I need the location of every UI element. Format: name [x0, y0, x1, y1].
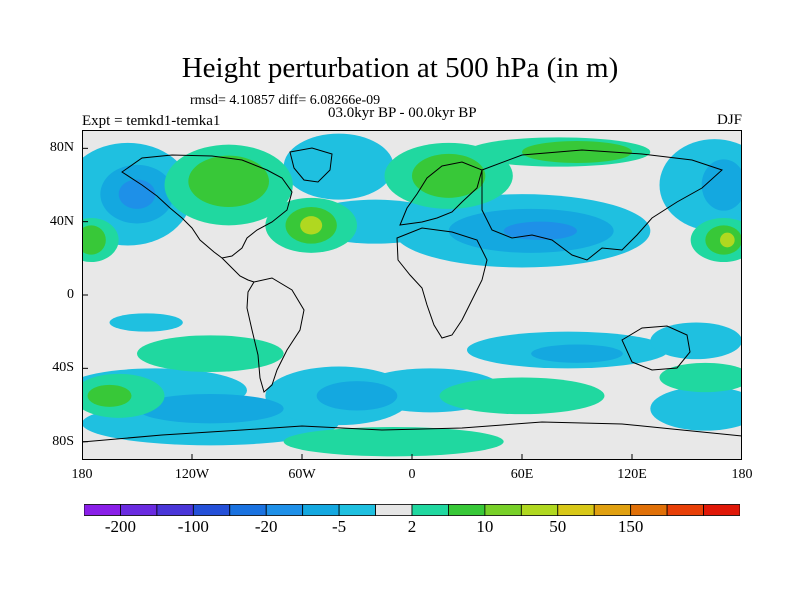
- colorbar-swatch: [630, 504, 668, 516]
- colorbar-label: -200: [104, 517, 137, 536]
- colorbar-swatch: [593, 504, 632, 516]
- negative-anomaly-region: [650, 386, 742, 431]
- colorbar-swatch: [192, 504, 231, 516]
- height-field: [82, 133, 742, 457]
- positive-anomaly-region: [137, 335, 284, 372]
- x-tick-label: 120W: [174, 467, 210, 482]
- x-tick-label: 180: [731, 467, 753, 482]
- colorbar-label: 150: [617, 517, 644, 536]
- y-tick-label: 0: [67, 287, 74, 302]
- negative-anomaly-region: [531, 344, 623, 363]
- colorbar-swatch: [84, 504, 121, 516]
- season-label: DJF: [716, 112, 742, 128]
- x-tick-label: 60E: [510, 467, 534, 482]
- negative-anomaly-region: [118, 179, 156, 209]
- positive-anomaly-region: [720, 232, 735, 248]
- colorbar-swatch: [375, 504, 413, 516]
- positive-anomaly-region: [439, 377, 605, 415]
- y-tick-label: 40S: [52, 360, 74, 376]
- colorbar-swatch: [520, 504, 559, 516]
- period-label: 03.0kyr BP - 00.0kyr BP: [328, 105, 477, 121]
- negative-anomaly-region: [650, 322, 742, 360]
- positive-anomaly-region: [283, 427, 504, 457]
- colorbar-swatch: [448, 504, 486, 516]
- colorbar-swatch: [666, 504, 704, 516]
- colorbar-swatch: [302, 504, 340, 516]
- colorbar-swatch: [229, 504, 267, 516]
- negative-anomaly-region: [137, 394, 284, 424]
- negative-anomaly-region: [701, 159, 742, 211]
- colorbar-label: 10: [476, 517, 494, 536]
- positive-anomaly-region: [522, 141, 632, 163]
- colorbar-label: 2: [407, 517, 417, 536]
- coastlines: [82, 147, 742, 443]
- colorbar-swatch: [411, 504, 449, 516]
- y-tick-label: 40N: [49, 213, 74, 229]
- x-tick-label: 0: [408, 467, 416, 482]
- colorbar-label: -100: [177, 517, 209, 536]
- y-tick-label: 80N: [49, 140, 74, 156]
- x-tick-label: 60W: [288, 467, 316, 482]
- negative-anomaly-region: [316, 381, 398, 411]
- map-plot: [82, 130, 742, 460]
- colorbar: [84, 504, 740, 516]
- negative-anomaly-region: [503, 221, 577, 240]
- stats-label: rmsd= 4.10857 diff= 6.08266e-09: [190, 93, 381, 108]
- colorbar-label: -20: [254, 517, 278, 536]
- positive-anomaly-region: [412, 153, 486, 198]
- map-title: Height perturbation at 500 hPa (in m): [181, 52, 619, 84]
- experiment-label: Expt = temkd1-temka1: [82, 113, 221, 129]
- colorbar-swatch: [338, 504, 376, 516]
- y-tick-label: 80S: [52, 433, 74, 449]
- axis-tick-marks: [82, 147, 742, 460]
- negative-anomaly-region: [283, 133, 394, 200]
- positive-anomaly-region: [87, 384, 132, 407]
- x-tick-label: 180: [71, 467, 93, 482]
- colorbar-swatch: [156, 504, 194, 516]
- colorbar-swatch: [265, 504, 304, 516]
- x-tick-label: 120E: [617, 467, 647, 482]
- positive-anomaly-region: [82, 225, 106, 255]
- positive-anomaly-region: [300, 216, 323, 235]
- colorbar-label: 50: [549, 517, 567, 536]
- colorbar-swatch: [557, 504, 595, 516]
- colorbar-swatch: [120, 504, 158, 516]
- positive-anomaly-region: [659, 362, 742, 393]
- colorbar-swatch: [484, 504, 522, 516]
- positive-anomaly-region: [188, 155, 269, 207]
- negative-anomaly-region: [109, 313, 183, 332]
- colorbar-label: -5: [332, 517, 347, 536]
- colorbar-swatch: [703, 504, 740, 516]
